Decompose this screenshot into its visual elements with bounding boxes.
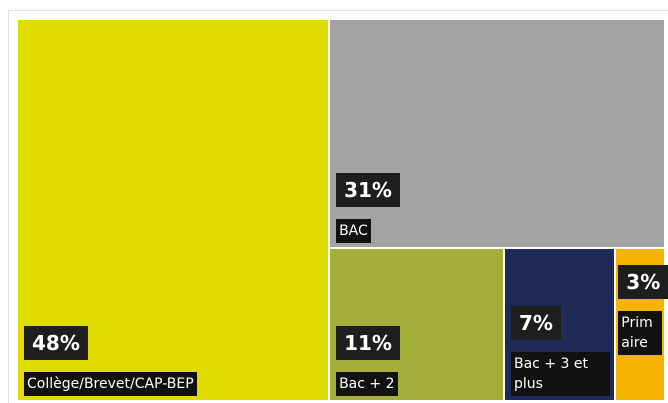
tile: 48% Collège/Brevet/CAP-BEP [18, 20, 329, 400]
category-label: Primaire [618, 310, 662, 355]
tile: 31% BAC [330, 20, 664, 247]
treemap: 48% Collège/Brevet/CAP-BEP 31% BAC 11% Bac + … [18, 20, 668, 400]
value-label: 7% [510, 305, 561, 340]
value-label: 11% [336, 325, 400, 360]
value-label: 48% [24, 326, 88, 360]
tile: 7% Bac + 3 et plus [504, 248, 615, 400]
value-label: 3% [618, 264, 668, 299]
category-label: Bac + 3 et plus [510, 351, 611, 396]
frame [8, 10, 668, 403]
tile: 11% Bac + 2 [330, 248, 503, 400]
category-label: Collège/Brevet/CAP-BEP [24, 372, 197, 396]
tile: 3% Primaire [616, 248, 668, 400]
category-label: BAC [336, 218, 371, 243]
value-label: 31% [336, 172, 400, 207]
category-label: Bac + 2 [336, 371, 398, 396]
